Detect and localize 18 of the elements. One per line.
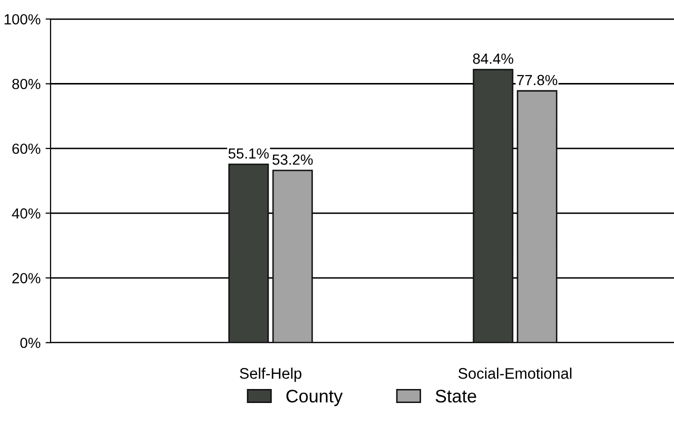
y-tick-label: 100%: [4, 14, 40, 24]
y-tick-label: 40%: [12, 208, 40, 219]
x-tick-label: Self-Help: [240, 368, 302, 382]
legend-label: State: [436, 390, 476, 403]
data-label: 53.2%: [272, 154, 313, 165]
y-tick-label: 60%: [12, 144, 40, 154]
data-label: 77.8%: [517, 74, 558, 86]
y-tick-label: 20%: [12, 273, 40, 284]
legend-label: County: [286, 390, 343, 406]
data-label: 55.1%: [228, 148, 269, 159]
bar: [516, 90, 558, 343]
y-tick-label: 0%: [20, 338, 40, 348]
bar: [472, 68, 514, 343]
y-tick-label: 80%: [12, 78, 40, 90]
bar: [272, 170, 313, 343]
data-label: 84.4%: [473, 54, 514, 64]
x-tick-label: Social-Emotional: [458, 368, 572, 379]
bar: [228, 164, 269, 343]
